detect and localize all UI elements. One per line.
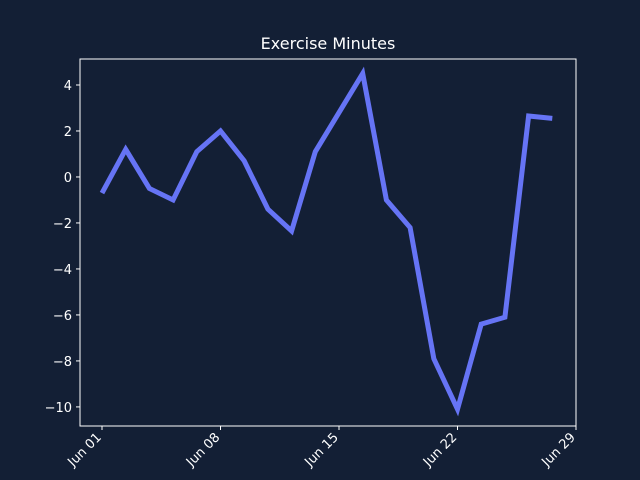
y-tick-label: 2 [64, 125, 72, 140]
chart-title: Exercise Minutes [261, 34, 396, 53]
y-tick-label: −10 [45, 401, 72, 416]
x-tick-label: Jun 15 [302, 430, 342, 470]
line-series [99, 66, 553, 417]
y-tick-label: 4 [64, 79, 72, 94]
y-tick-label: −4 [53, 263, 72, 278]
x-tick-label: Jun 01 [65, 430, 105, 470]
y-tick-label: −6 [53, 309, 72, 324]
x-tick-label: Jun 29 [539, 430, 579, 470]
y-tick-label: −2 [53, 217, 72, 232]
plot-frame [79, 58, 577, 427]
y-tick-label: 0 [64, 171, 72, 186]
x-tick-label: Jun 08 [183, 430, 223, 470]
y-tick-label: −8 [53, 355, 72, 370]
x-tick-label: Jun 22 [420, 430, 460, 470]
